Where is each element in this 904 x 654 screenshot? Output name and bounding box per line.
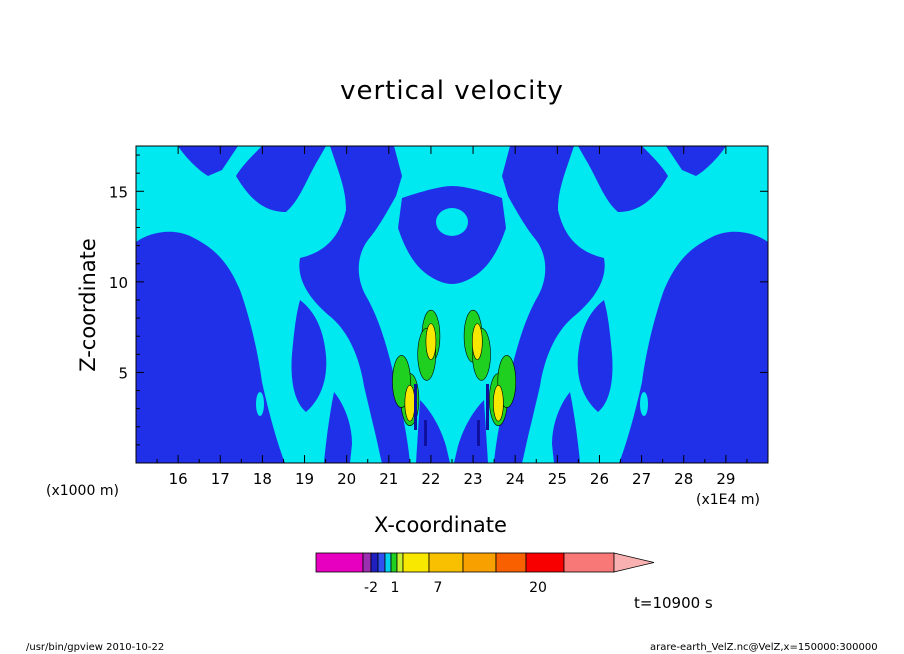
x-tick-label: 20 bbox=[337, 470, 356, 488]
updraft-core bbox=[493, 384, 504, 422]
colorbar-cell bbox=[563, 552, 615, 573]
x-tick-label: 22 bbox=[421, 470, 440, 488]
y-tick-label: 15 bbox=[109, 183, 128, 201]
footer-command: /usr/bin/gpview 2010-10-22 bbox=[26, 642, 165, 653]
colorbar-cell bbox=[377, 552, 386, 573]
updraft-core bbox=[471, 323, 483, 360]
updraft-core bbox=[425, 323, 437, 360]
x-tick-label: 24 bbox=[506, 470, 525, 488]
colorbar-cell bbox=[384, 552, 392, 573]
colorbar-cell bbox=[315, 552, 364, 573]
colorbar-cell bbox=[525, 552, 565, 573]
downdraft-streaks bbox=[414, 384, 489, 446]
x-tick-label: 23 bbox=[464, 470, 483, 488]
x-tick-label: 19 bbox=[295, 470, 314, 488]
x-axis-label: X-coordinate bbox=[374, 513, 507, 537]
x-tick-label: 26 bbox=[590, 470, 609, 488]
y-axis: 5 10 15 bbox=[109, 154, 768, 446]
x-axis-unit: (x1E4 m) bbox=[696, 492, 760, 508]
colorbar-tick-label: 7 bbox=[434, 580, 443, 596]
x-tick-label: 27 bbox=[632, 470, 651, 488]
colorbar-extend-arrow bbox=[613, 552, 655, 573]
y-axis-unit: (x1000 m) bbox=[46, 483, 119, 499]
y-tick-label: 10 bbox=[109, 274, 128, 292]
x-tick-label: 25 bbox=[548, 470, 567, 488]
x-tick-label: 16 bbox=[169, 470, 188, 488]
colorbar-tick-label: 20 bbox=[529, 580, 547, 596]
colorbar-tick-label: 1 bbox=[391, 580, 400, 596]
colorbar-cell bbox=[428, 552, 464, 573]
downdraft-regions bbox=[136, 146, 768, 463]
x-axis: 16 17 18 19 20 21 22 23 24 25 26 27 28 29 bbox=[156, 146, 748, 488]
colorbar-cell bbox=[362, 552, 372, 573]
updraft-core bbox=[404, 384, 416, 422]
time-annotation: t=10900 s bbox=[634, 594, 713, 612]
updraft-cores bbox=[392, 309, 517, 426]
colorbar-cell bbox=[402, 552, 430, 573]
x-tick-label: 29 bbox=[716, 470, 735, 488]
x-tick-label: 17 bbox=[211, 470, 230, 488]
plot-area bbox=[136, 146, 768, 463]
colorbar: -2 1 7 20 bbox=[315, 552, 655, 596]
y-tick-label: 5 bbox=[118, 364, 128, 382]
footer-source: arare-earth_VelZ.nc@VelZ,x=150000:300000 bbox=[650, 642, 878, 653]
colorbar-cell bbox=[495, 552, 527, 573]
chart-title: vertical velocity bbox=[340, 76, 564, 106]
colorbar-cell bbox=[390, 552, 398, 573]
weak-updraft-holes bbox=[256, 208, 648, 416]
colorbar-cell bbox=[370, 552, 379, 573]
colorbar-cell bbox=[462, 552, 497, 573]
x-tick-label: 21 bbox=[379, 470, 398, 488]
x-tick-label: 28 bbox=[674, 470, 693, 488]
colorbar-tick-label: -2 bbox=[364, 580, 378, 596]
x-tick-label: 18 bbox=[253, 470, 272, 488]
colorbar-cell bbox=[396, 552, 404, 573]
